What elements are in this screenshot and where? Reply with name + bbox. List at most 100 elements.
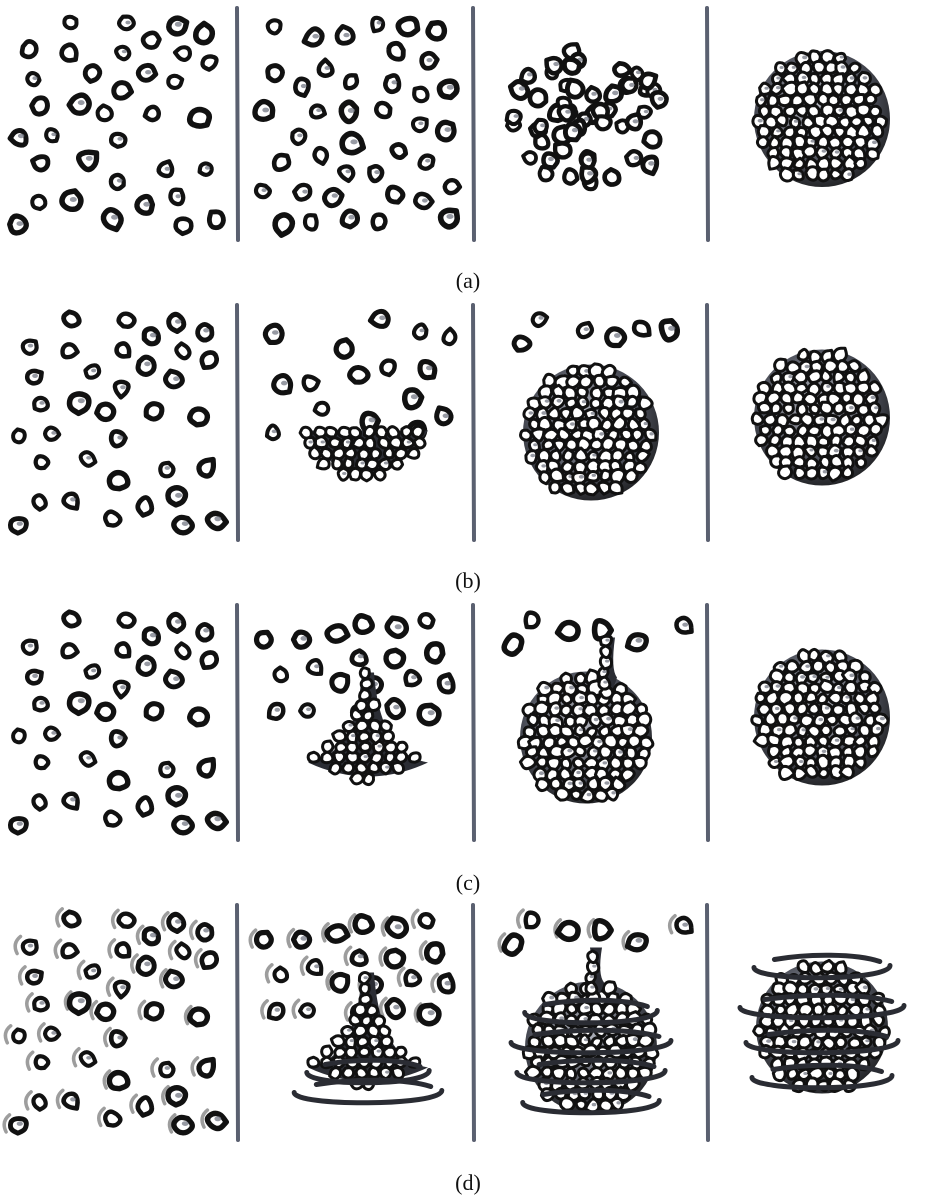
particle-highlight	[39, 1001, 45, 1005]
particle	[206, 209, 226, 231]
motion-trail	[110, 908, 120, 930]
particle	[306, 750, 321, 764]
particle	[379, 719, 393, 733]
particle-highlight	[592, 964, 597, 968]
particle	[390, 761, 406, 775]
particle	[608, 480, 624, 496]
particle-highlight	[214, 516, 222, 522]
motion-trail	[105, 976, 115, 997]
particle-highlight	[281, 380, 288, 386]
particle	[358, 666, 371, 681]
particle-highlight	[865, 1039, 870, 1043]
particle	[114, 44, 132, 62]
particle	[312, 145, 330, 166]
particle-highlight	[446, 214, 454, 219]
particle	[527, 87, 549, 109]
particle	[846, 359, 862, 373]
particle	[7, 816, 29, 836]
particle-highlight	[591, 91, 597, 96]
particle	[635, 711, 653, 728]
particle-highlight	[605, 659, 610, 663]
particle	[639, 735, 655, 751]
divider-row3-2	[471, 603, 476, 842]
motion-trail	[286, 927, 296, 949]
particle	[174, 641, 192, 661]
particle	[507, 79, 531, 101]
particle-highlight	[548, 156, 554, 162]
particle-highlight	[374, 170, 381, 175]
motion-trail	[299, 955, 309, 976]
particle	[755, 135, 770, 150]
particle	[29, 95, 50, 117]
motion-trail	[347, 913, 357, 934]
particle-highlight	[581, 400, 587, 404]
particle	[135, 495, 155, 518]
particle	[540, 1065, 554, 1079]
particle-highlight	[569, 685, 575, 690]
particle	[60, 942, 80, 960]
particle-highlight	[591, 473, 596, 477]
particle	[30, 154, 51, 173]
particle	[390, 1066, 406, 1080]
particle-highlight	[826, 384, 831, 388]
particle-highlight	[657, 96, 664, 101]
particle-highlight	[111, 214, 119, 220]
divider-row4-2	[471, 903, 476, 1142]
motion-trail	[53, 938, 63, 959]
particle	[816, 435, 831, 448]
particle	[756, 400, 773, 415]
particle	[570, 405, 586, 421]
particle	[199, 350, 220, 371]
particle-highlight	[643, 421, 648, 426]
particle-highlight	[348, 723, 353, 727]
particle	[796, 347, 810, 362]
particle-highlight	[383, 461, 389, 465]
particle	[340, 1024, 356, 1039]
particle	[795, 701, 809, 717]
particle	[769, 401, 783, 416]
particle-highlight	[635, 70, 641, 75]
particle-highlight	[682, 922, 689, 927]
particle-highlight	[612, 90, 619, 96]
particle	[554, 919, 581, 943]
particle	[383, 647, 407, 670]
particle	[597, 405, 612, 422]
particle	[853, 157, 868, 170]
particle	[852, 744, 868, 760]
particle	[801, 92, 818, 108]
divider-row2-1	[235, 303, 240, 542]
particle	[779, 734, 796, 750]
swirl-stroke	[291, 1077, 445, 1106]
particle-highlight	[175, 792, 183, 798]
particle-highlight	[444, 680, 451, 686]
divider-row3-1	[235, 603, 240, 842]
particle	[374, 425, 389, 440]
particle	[832, 401, 846, 416]
particle	[186, 106, 213, 129]
particle	[782, 722, 798, 738]
particle	[195, 922, 215, 943]
row-b	[7, 308, 890, 536]
particle-highlight	[538, 316, 544, 320]
particle-highlight	[203, 628, 210, 633]
particle	[750, 714, 764, 728]
particle	[66, 691, 92, 717]
motion-trail	[55, 907, 64, 928]
particle-highlight	[555, 718, 561, 722]
particle-highlight	[774, 760, 779, 763]
particle-highlight	[32, 76, 38, 81]
particle	[561, 56, 583, 76]
particle	[114, 941, 132, 959]
motion-trail	[97, 1106, 106, 1128]
particle-highlight	[849, 406, 854, 410]
particle-highlight	[849, 427, 855, 431]
motion-trail	[2, 1113, 12, 1134]
particle	[782, 424, 797, 438]
particle	[354, 718, 370, 734]
particle-highlight	[800, 675, 806, 679]
particle	[33, 1054, 51, 1071]
particle-highlight	[261, 188, 267, 193]
particle-highlight	[427, 710, 435, 716]
particle	[819, 958, 836, 974]
particle	[351, 436, 367, 450]
